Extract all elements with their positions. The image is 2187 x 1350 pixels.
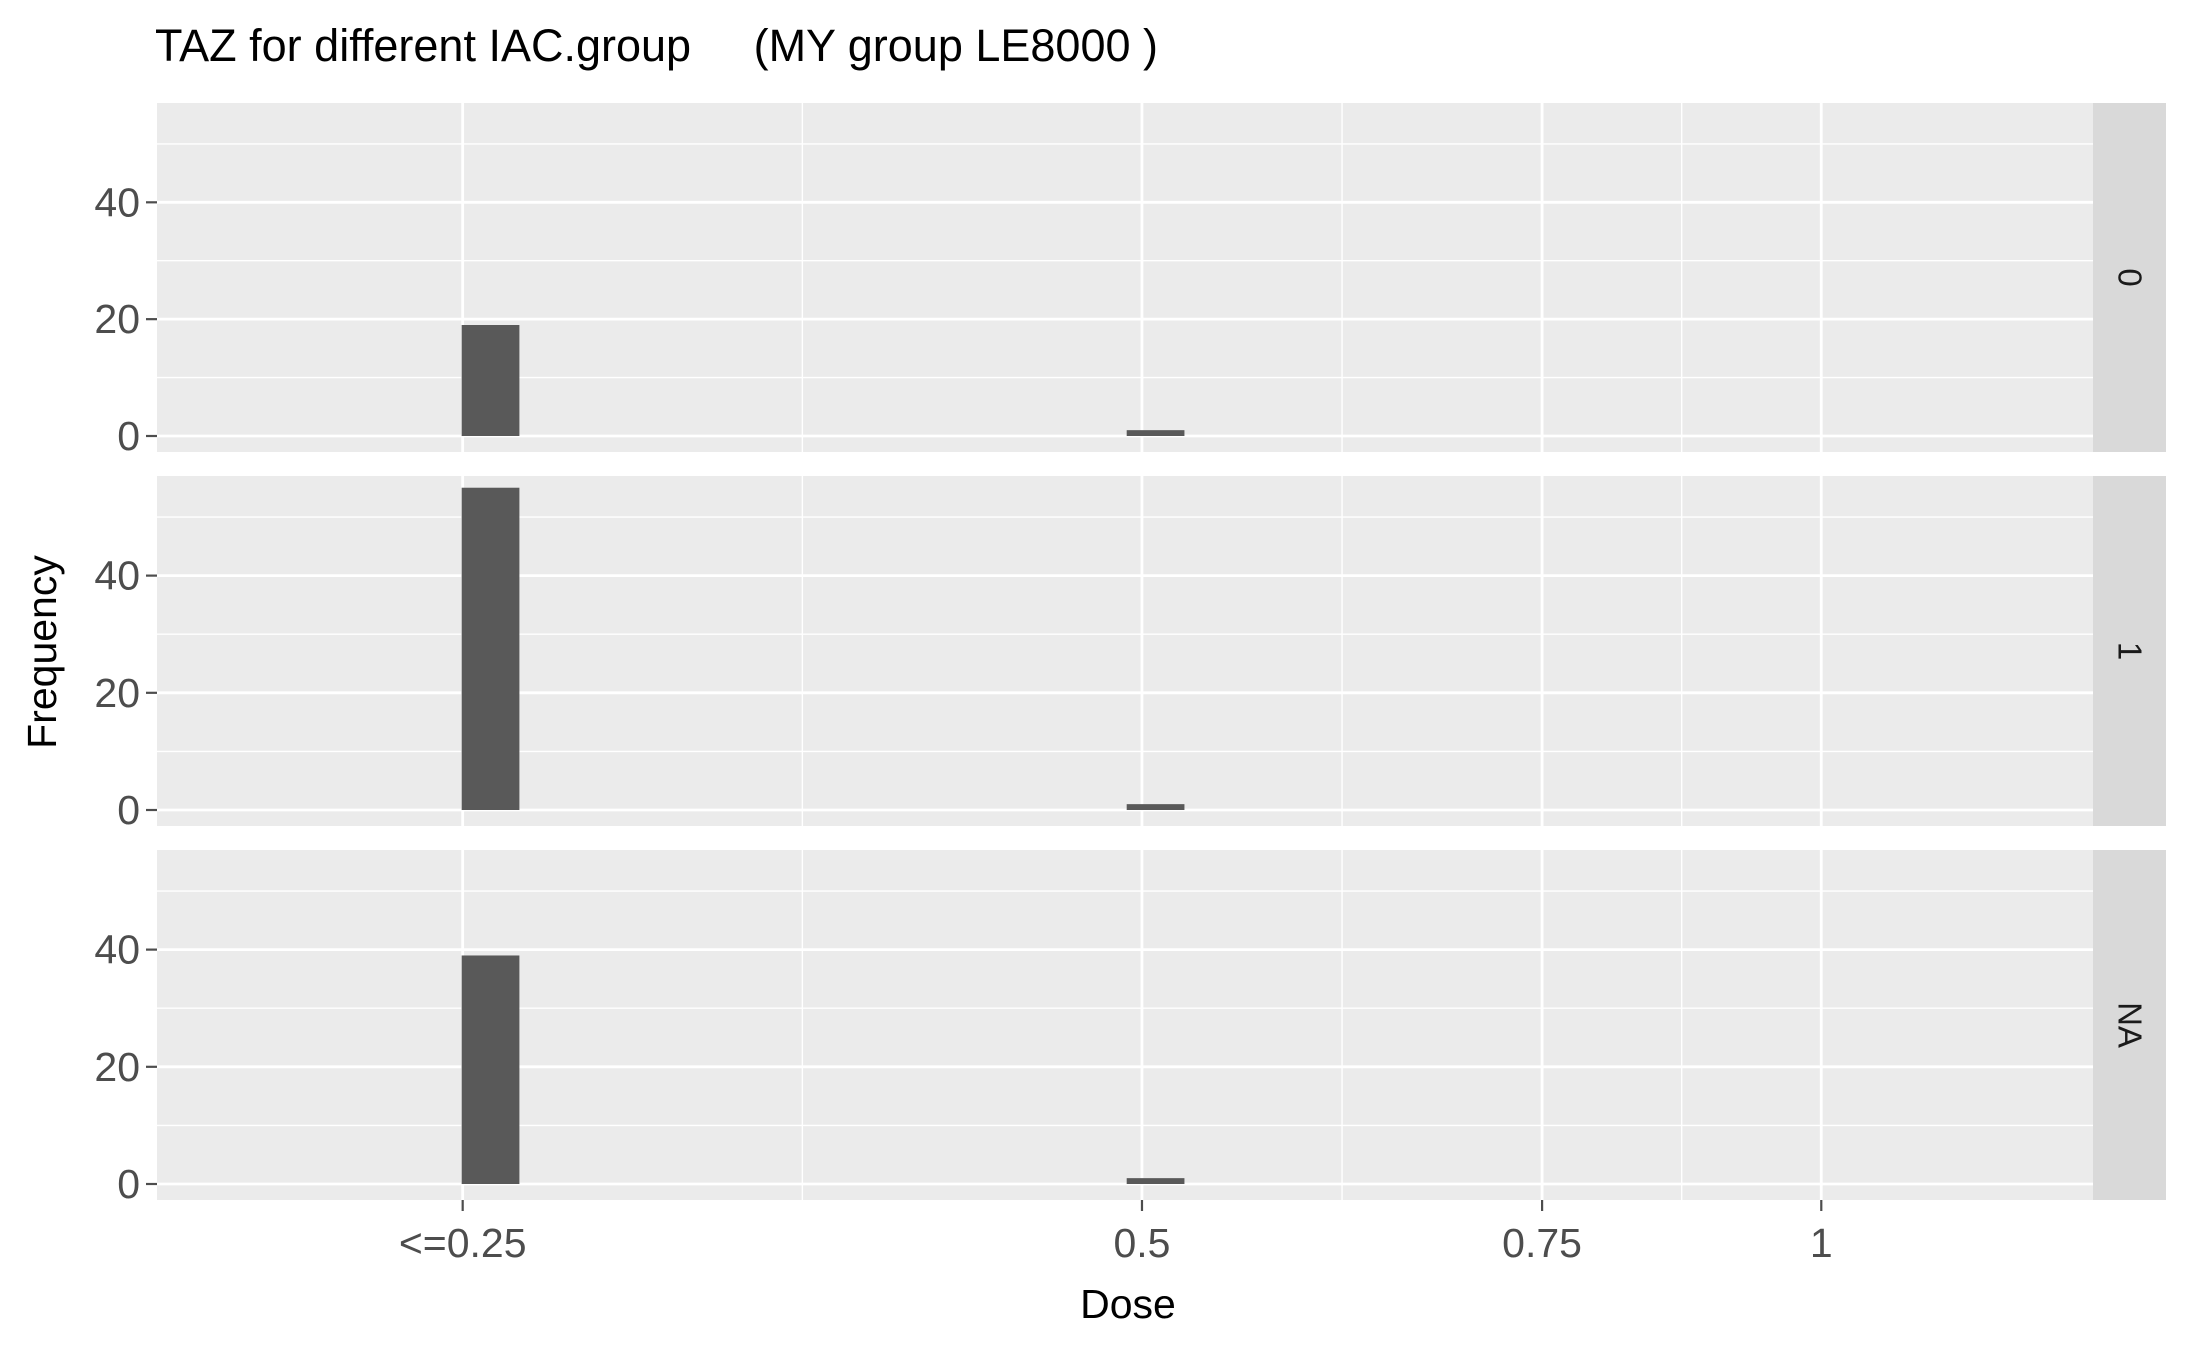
- facet-panels: 0 20 40 0 0 20 40 1 0 20 40 NA: [94, 103, 2166, 1207]
- histogram-bar: [461, 487, 520, 810]
- x-axis: <=0.25 0.5 0.75 1: [399, 1200, 1833, 1266]
- y-tick-label: 40: [94, 553, 140, 599]
- y-tick-label: 0: [117, 787, 140, 833]
- histogram-bar: [461, 955, 520, 1184]
- x-tick-label: 0.5: [1113, 1220, 1170, 1266]
- y-tick-label: 0: [117, 413, 140, 459]
- x-tick-label: <=0.25: [399, 1220, 527, 1266]
- facet-strip-label: NA: [2112, 1002, 2149, 1048]
- facet-panel-1: 0 20 40 1: [94, 476, 2166, 833]
- facet-strip-label: 0: [2112, 268, 2149, 286]
- y-tick-label: 20: [94, 296, 140, 342]
- y-tick-label: 20: [94, 670, 140, 716]
- y-tick-label: 0: [117, 1161, 140, 1207]
- histogram-bar: [461, 325, 520, 436]
- x-tick-label: 0.75: [1502, 1220, 1582, 1266]
- y-tick-label: 40: [94, 927, 140, 973]
- chart-title: TAZ for different IAC.group (MY group LE…: [155, 20, 1158, 71]
- y-tick-label: 20: [94, 1044, 140, 1090]
- panel-background: [157, 103, 2093, 452]
- panel-background: [157, 476, 2093, 826]
- x-tick-label: 1: [1810, 1220, 1833, 1266]
- histogram-bar: [1126, 1178, 1185, 1184]
- facet-panel-na: 0 20 40 NA: [94, 850, 2166, 1207]
- facet-strip-label: 1: [2112, 642, 2149, 660]
- y-axis-title: Frequency: [19, 555, 65, 749]
- panel-background: [157, 850, 2093, 1200]
- histogram-bar: [1126, 804, 1185, 810]
- histogram-bar: [1126, 430, 1185, 436]
- y-tick-label: 40: [94, 179, 140, 225]
- x-axis-title: Dose: [1080, 1281, 1176, 1327]
- facet-panel-0: 0 20 40 0: [94, 103, 2166, 459]
- facet-strip: [2093, 103, 2166, 452]
- facet-strip: [2093, 850, 2166, 1200]
- facet-strip: [2093, 476, 2166, 826]
